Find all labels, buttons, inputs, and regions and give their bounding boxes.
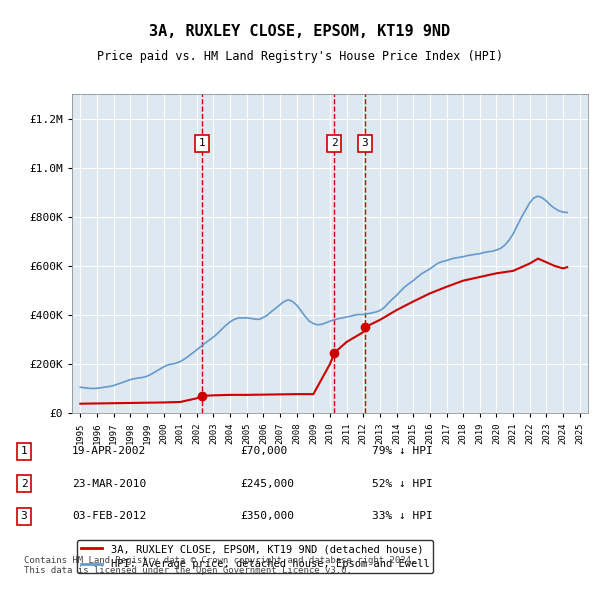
Text: 79% ↓ HPI: 79% ↓ HPI: [372, 447, 433, 456]
Text: £245,000: £245,000: [240, 479, 294, 489]
Text: £70,000: £70,000: [240, 447, 287, 456]
Text: 52% ↓ HPI: 52% ↓ HPI: [372, 479, 433, 489]
Text: Contains HM Land Registry data © Crown copyright and database right 2024.
This d: Contains HM Land Registry data © Crown c…: [24, 556, 416, 575]
Text: 1: 1: [20, 447, 28, 456]
Text: 3: 3: [362, 139, 368, 149]
Text: 03-FEB-2012: 03-FEB-2012: [72, 512, 146, 521]
Text: 2: 2: [20, 479, 28, 489]
Text: 19-APR-2002: 19-APR-2002: [72, 447, 146, 456]
Legend: 3A, RUXLEY CLOSE, EPSOM, KT19 9ND (detached house), HPI: Average price, detached: 3A, RUXLEY CLOSE, EPSOM, KT19 9ND (detac…: [77, 540, 433, 573]
Text: 1: 1: [199, 139, 205, 149]
Text: Price paid vs. HM Land Registry's House Price Index (HPI): Price paid vs. HM Land Registry's House …: [97, 50, 503, 63]
Text: £350,000: £350,000: [240, 512, 294, 521]
Text: 3: 3: [20, 512, 28, 521]
Text: 3A, RUXLEY CLOSE, EPSOM, KT19 9ND: 3A, RUXLEY CLOSE, EPSOM, KT19 9ND: [149, 24, 451, 38]
Text: 23-MAR-2010: 23-MAR-2010: [72, 479, 146, 489]
Text: 2: 2: [331, 139, 338, 149]
Text: 33% ↓ HPI: 33% ↓ HPI: [372, 512, 433, 521]
